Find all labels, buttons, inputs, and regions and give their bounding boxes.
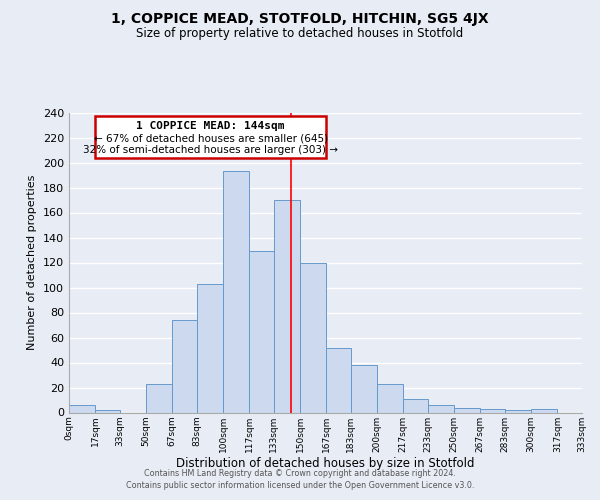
Text: 32% of semi-detached houses are larger (303) →: 32% of semi-detached houses are larger (… <box>83 145 338 155</box>
Text: Size of property relative to detached houses in Stotfold: Size of property relative to detached ho… <box>136 28 464 40</box>
Bar <box>223 172 249 412</box>
Bar <box>274 200 300 412</box>
Bar <box>95 410 120 412</box>
Y-axis label: Number of detached properties: Number of detached properties <box>28 175 37 350</box>
Text: Contains HM Land Registry data © Crown copyright and database right 2024.: Contains HM Land Registry data © Crown c… <box>144 468 456 477</box>
Bar <box>531 409 557 412</box>
Bar <box>428 405 454 412</box>
Bar <box>351 365 377 412</box>
Text: ← 67% of detached houses are smaller (645): ← 67% of detached houses are smaller (64… <box>94 134 328 144</box>
FancyBboxPatch shape <box>95 116 326 158</box>
Bar <box>326 348 351 412</box>
Bar <box>505 410 531 412</box>
Bar <box>481 409 505 412</box>
Bar <box>172 320 197 412</box>
Text: 1 COPPICE MEAD: 144sqm: 1 COPPICE MEAD: 144sqm <box>136 122 285 132</box>
Bar <box>197 284 223 412</box>
X-axis label: Distribution of detached houses by size in Stotfold: Distribution of detached houses by size … <box>176 457 475 470</box>
Bar <box>454 408 481 412</box>
Bar <box>377 384 403 412</box>
Text: 1, COPPICE MEAD, STOTFOLD, HITCHIN, SG5 4JX: 1, COPPICE MEAD, STOTFOLD, HITCHIN, SG5 … <box>111 12 489 26</box>
Bar <box>146 384 172 412</box>
Text: Contains public sector information licensed under the Open Government Licence v3: Contains public sector information licen… <box>126 481 474 490</box>
Bar <box>249 252 274 412</box>
Bar <box>300 262 326 412</box>
Bar <box>403 399 428 412</box>
Bar <box>69 405 95 412</box>
